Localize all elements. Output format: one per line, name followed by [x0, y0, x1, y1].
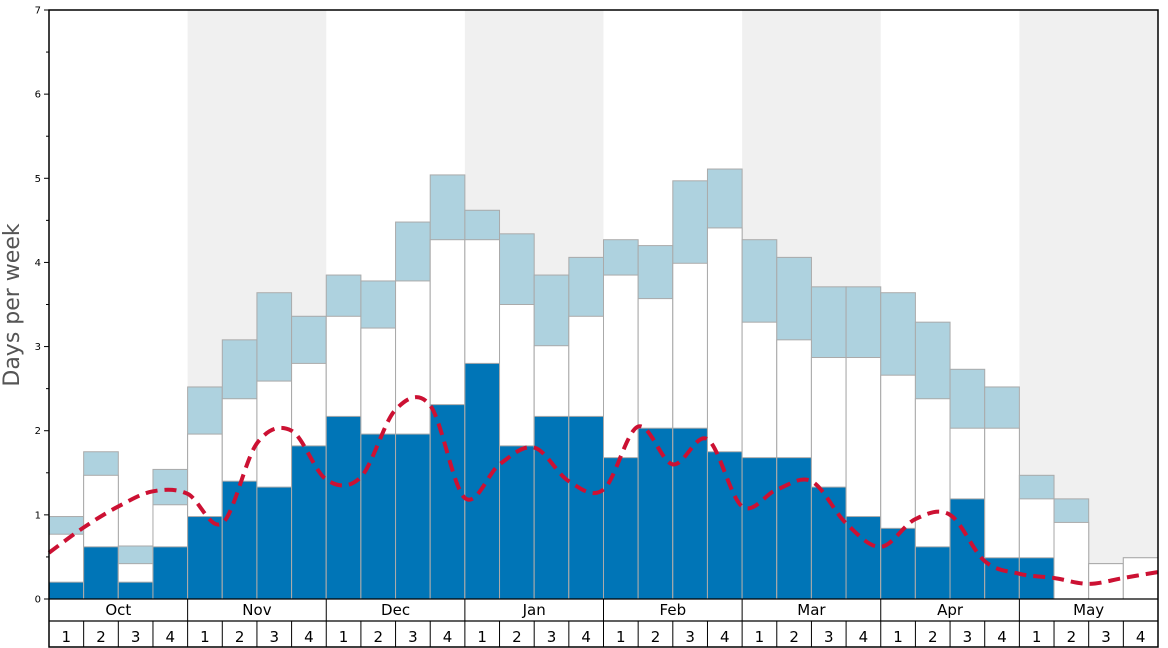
y-tick-label: 0 — [35, 595, 41, 606]
bar-best — [880, 527, 916, 600]
month-label-mar: Mar — [797, 601, 826, 619]
bar-best — [464, 362, 501, 600]
bar-average — [1053, 521, 1090, 600]
bar-best — [949, 498, 986, 600]
bar-best — [256, 486, 293, 600]
week-label: 3 — [1101, 628, 1111, 646]
month-label-dec: Dec — [381, 601, 410, 619]
week-label: 2 — [96, 628, 106, 646]
bar-best — [533, 415, 570, 600]
bar-best — [221, 480, 258, 600]
week-label: 3 — [547, 628, 557, 646]
week-label: 4 — [997, 628, 1007, 646]
week-label: 2 — [512, 628, 522, 646]
bar-best — [499, 445, 535, 600]
y-tick-label: 6 — [35, 90, 41, 101]
bar-best — [429, 404, 466, 600]
week-label: 1 — [893, 628, 903, 646]
y-axis-title: Days per week — [0, 223, 25, 386]
week-label: 2 — [235, 628, 245, 646]
week-label: 1 — [1032, 628, 1042, 646]
bar-best — [395, 433, 431, 600]
bar-best — [291, 445, 327, 600]
bar-series — [48, 168, 1159, 600]
y-tick-label: 2 — [35, 426, 41, 437]
week-label: 1 — [616, 628, 626, 646]
y-tick-label: 3 — [35, 342, 41, 353]
y-tick-label: 5 — [35, 174, 41, 185]
week-label: 2 — [1067, 628, 1077, 646]
week-label: 4 — [443, 628, 453, 646]
bar-best — [83, 546, 119, 600]
y-tick-label: 4 — [35, 258, 41, 269]
bar-best — [706, 451, 743, 600]
month-label-may: May — [1073, 601, 1104, 619]
month-label-nov: Nov — [242, 601, 271, 619]
bar-best — [568, 415, 604, 600]
bar-best — [810, 486, 847, 600]
week-label: 1 — [62, 628, 72, 646]
bar-best — [672, 427, 708, 600]
week-label: 4 — [859, 628, 869, 646]
bar-best — [741, 457, 778, 600]
week-label: 4 — [166, 628, 176, 646]
y-tick-label: 1 — [35, 510, 41, 521]
week-label: 3 — [408, 628, 418, 646]
month-label-feb: Feb — [660, 601, 687, 619]
trend-line — [47, 395, 1159, 586]
bar-best — [187, 516, 223, 600]
week-label: 4 — [304, 628, 314, 646]
week-label: 1 — [477, 628, 487, 646]
week-label: 4 — [1136, 628, 1146, 646]
week-label: 2 — [373, 628, 383, 646]
trend-line-group — [47, 395, 1159, 586]
month-label-jan: Jan — [522, 601, 546, 619]
bar-best — [117, 581, 154, 600]
week-label: 1 — [200, 628, 210, 646]
week-label: 3 — [963, 628, 973, 646]
week-label: 2 — [789, 628, 799, 646]
bar-best — [152, 546, 189, 600]
bar-best — [48, 581, 85, 600]
plot-frame — [48, 9, 1159, 648]
week-label: 3 — [824, 628, 834, 646]
month-label-apr: Apr — [937, 601, 964, 619]
week-label: 3 — [269, 628, 279, 646]
week-label: 3 — [685, 628, 695, 646]
bar-best — [360, 433, 397, 600]
y-tick-label: 7 — [35, 6, 41, 17]
week-label: 3 — [131, 628, 141, 646]
week-label: 1 — [755, 628, 765, 646]
bar-average — [1088, 563, 1124, 600]
bar-best — [1018, 557, 1055, 600]
x-axis: Oct Nov Dec Jan Feb Mar Apr May 1 2 3 4 1 2 3 4 1 2 3 4 1 2 3 4… — [49, 598, 1158, 647]
bar-best — [603, 457, 639, 600]
bar-best — [325, 415, 362, 600]
week-label: 2 — [928, 628, 938, 646]
bar-best — [637, 427, 674, 600]
y-axis: 0 1 2 3 4 5 6 7 — [35, 6, 49, 606]
month-label-oct: Oct — [105, 601, 131, 619]
week-label: 1 — [339, 628, 349, 646]
week-label: 2 — [651, 628, 661, 646]
bar-best — [914, 546, 951, 600]
week-label: 4 — [720, 628, 730, 646]
week-label: 4 — [581, 628, 591, 646]
